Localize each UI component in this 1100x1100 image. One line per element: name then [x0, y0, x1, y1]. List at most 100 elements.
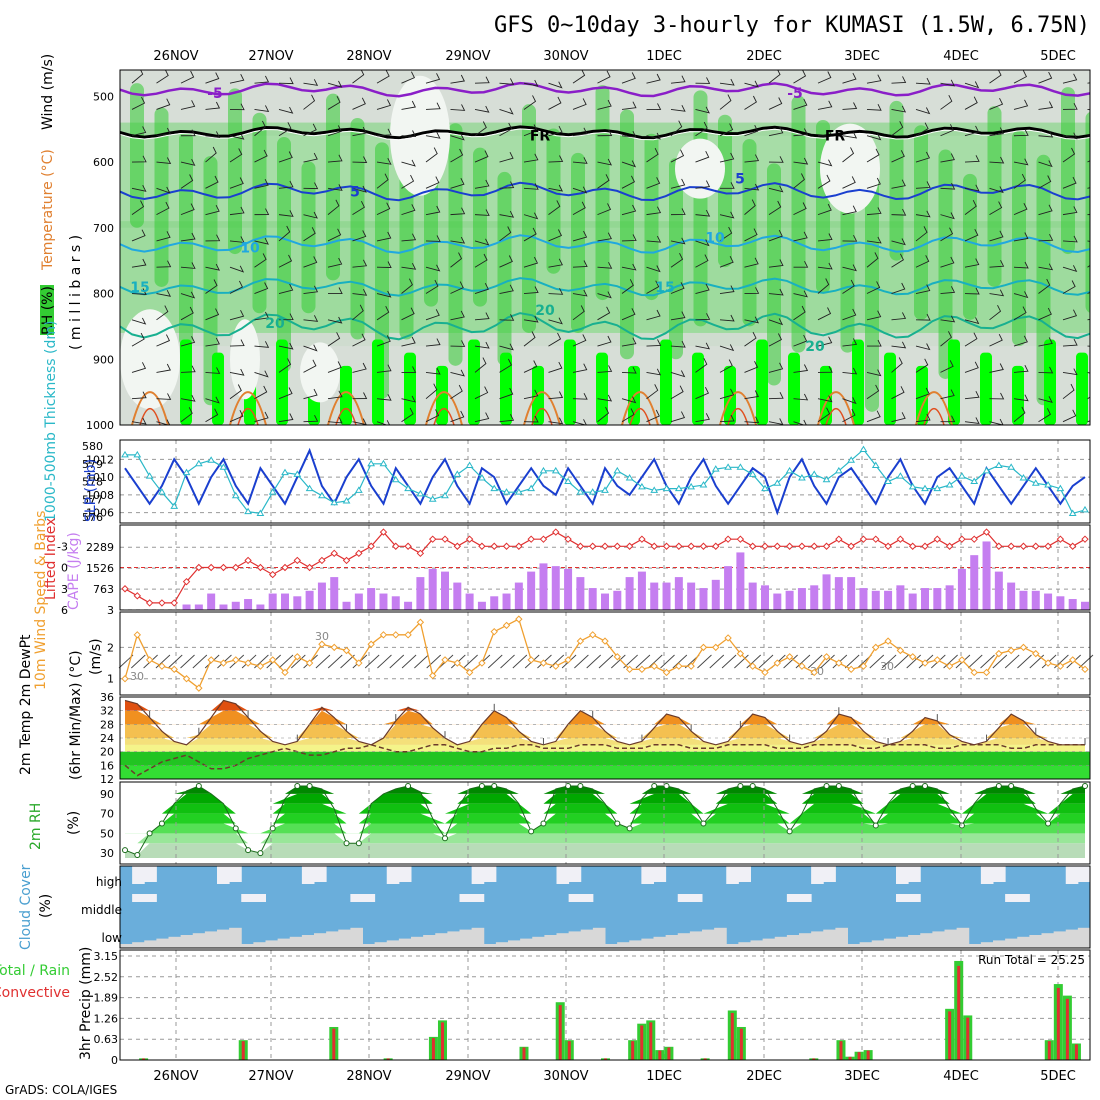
rh2m-point: [122, 847, 128, 854]
cape-bar: [834, 577, 843, 610]
wind-barb: [131, 362, 147, 373]
isotherm-label: 5: [735, 171, 745, 187]
cloud-middle-clear: [144, 894, 157, 902]
cloud-high-clear: [217, 866, 230, 884]
cloud-high-clear: [314, 866, 327, 882]
bottom-date-label: 27NOV: [248, 1069, 293, 1084]
wind-barb: [670, 311, 686, 321]
wind-barb: [1062, 409, 1077, 423]
wind10m-point: [293, 653, 302, 661]
lifted-index-point: [884, 542, 892, 550]
wind-barb: [425, 147, 438, 163]
rh2m-point: [294, 782, 301, 789]
precip-convective-bar: [640, 1025, 644, 1060]
rh2m-band-area: [125, 803, 1085, 814]
wind10m-point: [785, 653, 794, 661]
cloud-low-band: [120, 944, 133, 948]
wind10m-barb: [844, 654, 860, 669]
pressure-tick-label: 600: [93, 156, 114, 169]
cloud-high-clear: [980, 866, 994, 884]
wind10m-point: [1068, 656, 1077, 664]
rh-moist-column: [228, 88, 242, 255]
cloud-low-band: [338, 929, 351, 948]
thickness-point: [884, 477, 892, 484]
cloud-low-band: [677, 933, 691, 948]
pressure-tick-label: 700: [93, 222, 114, 235]
wind-barb: [1013, 173, 1026, 189]
wind10m-barb: [598, 654, 614, 669]
wind-barb: [548, 417, 564, 425]
wind-barb: [205, 234, 221, 242]
rh2m-point: [478, 782, 485, 789]
wind-barb: [597, 232, 612, 242]
rh2m-point: [146, 830, 153, 837]
thickness-point: [588, 488, 597, 495]
wind-barb: [303, 315, 319, 322]
wind10m-point: [121, 675, 129, 683]
thickness-point: [416, 489, 425, 497]
wind-barb: [817, 395, 833, 403]
thickness-point: [231, 491, 240, 499]
wind-barb: [523, 79, 539, 87]
thickness-point: [970, 477, 979, 484]
top-date-label: 30NOV: [543, 49, 588, 64]
wind-barb: [891, 179, 906, 189]
lifted-index-point: [736, 535, 745, 543]
wind-barb: [793, 128, 809, 137]
wind-barb: [1062, 102, 1078, 110]
wind-barb: [1038, 130, 1054, 138]
thickness-point: [478, 473, 486, 481]
wind-barb: [646, 280, 660, 294]
wind-barb: [915, 284, 931, 294]
wind-barb: [768, 97, 783, 110]
pressure-tick-label: 500: [93, 90, 114, 103]
isotherm-20: [120, 312, 1090, 341]
wind-barb: [548, 391, 564, 400]
wind-barb: [695, 413, 710, 423]
wind10m-point: [921, 659, 929, 667]
wind10m-barb: [327, 654, 343, 669]
cloud-low-band: [968, 944, 982, 948]
cloud-low-band: [847, 944, 861, 948]
rh-moist-column: [497, 171, 512, 366]
cloud-low-band: [823, 929, 836, 948]
wind-barb: [425, 235, 441, 242]
cape-bar: [268, 593, 277, 610]
cloud-middle-clear: [786, 894, 800, 902]
wind10m-point: [724, 634, 732, 642]
wind-barb: [866, 281, 881, 294]
wind10m-point: [465, 668, 474, 677]
cloud-high-clear: [301, 866, 315, 884]
wind10m-point: [982, 668, 991, 677]
wind-barb: [499, 387, 514, 400]
wind10m-barb: [1029, 654, 1045, 669]
wind-barb: [205, 72, 220, 84]
precip-convective-bar: [739, 1028, 743, 1060]
wind-barb: [695, 121, 708, 137]
wind-barb: [401, 204, 416, 216]
precip-convective-bar: [812, 1058, 816, 1060]
rh-moist-column: [571, 152, 585, 333]
wind10m-barb: [980, 654, 995, 669]
wind-barb: [523, 415, 539, 423]
wind10m-point: [699, 643, 708, 652]
wind-barb: [205, 175, 219, 189]
lifted-index-point: [1056, 535, 1065, 543]
rh-moist-column: [1061, 87, 1075, 255]
lifted-index-point: [527, 535, 535, 543]
wind-barb: [499, 284, 514, 294]
isotherm-25: [523, 391, 561, 425]
cape-bar: [625, 577, 634, 610]
cloud-low-band: [835, 927, 848, 948]
precip-convective-bar: [604, 1058, 607, 1060]
cape-bar: [933, 588, 942, 610]
rh2m-tick-label: 70: [100, 808, 114, 821]
wind10m-point: [1081, 665, 1089, 674]
thickness-point: [662, 484, 671, 492]
thickness-point: [601, 486, 609, 493]
wind10m-barb: [192, 654, 208, 669]
cape-bar: [957, 568, 966, 610]
cape-bar: [477, 601, 486, 610]
wind-barb: [646, 384, 659, 400]
